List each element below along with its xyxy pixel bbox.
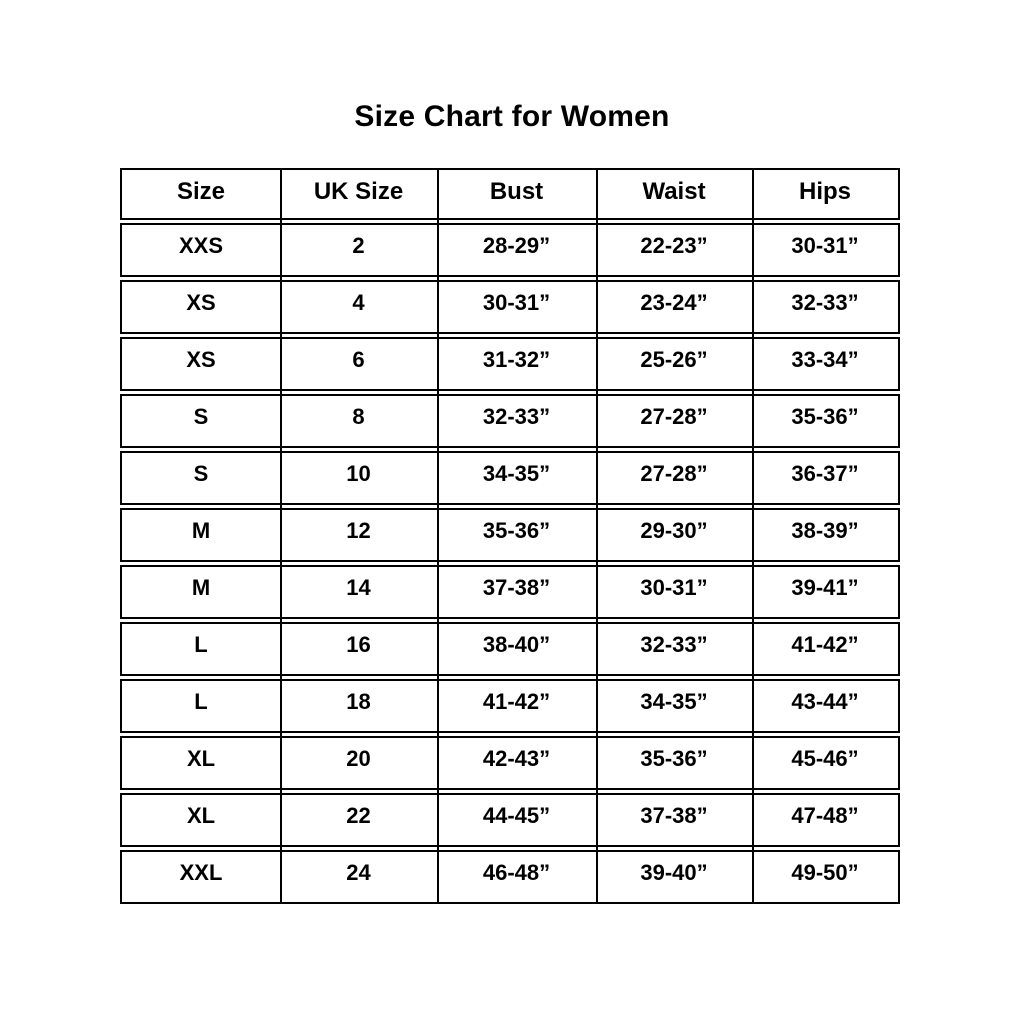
table-cell: 16 xyxy=(346,632,371,657)
table-cell: 49-50” xyxy=(791,860,859,885)
table-header-row: Size UK Size Bust Waist Hips xyxy=(120,168,900,220)
table-cell: 2 xyxy=(352,233,365,258)
table-cell: 45-46” xyxy=(791,746,859,771)
table-cell: 35-36” xyxy=(791,404,859,429)
table-cell: 12 xyxy=(346,518,371,543)
table-cell: XL xyxy=(186,803,216,828)
table-cell: XS xyxy=(186,290,216,315)
table-cell: M xyxy=(191,518,211,543)
table-cell: 36-37” xyxy=(791,461,859,486)
table-cell: 8 xyxy=(352,404,365,429)
table-cell: S xyxy=(193,461,209,486)
table-cell: 41-42” xyxy=(482,689,551,714)
table-cell: 43-44” xyxy=(791,689,859,714)
header-cell: Size xyxy=(176,177,226,205)
table-cell: 31-32” xyxy=(482,347,551,372)
table-cell: 25-26” xyxy=(640,347,708,372)
table-row: XS 4 30-31” 23-24” 32-33” xyxy=(120,280,900,334)
table-row: XS 6 31-32” 25-26” 33-34” xyxy=(120,337,900,391)
table-cell: 38-40” xyxy=(482,632,551,657)
header-cell: Hips xyxy=(798,177,851,205)
table-row: L 16 38-40” 32-33” 41-42” xyxy=(120,622,900,676)
table-cell: M xyxy=(191,575,211,600)
table-cell: 10 xyxy=(346,461,371,486)
table-row: XXS 2 28-29” 22-23” 30-31” xyxy=(120,223,900,277)
table-cell: L xyxy=(194,632,208,657)
column-separator xyxy=(280,168,282,904)
column-separator xyxy=(596,168,598,904)
table-cell: XS xyxy=(186,347,216,372)
header-cell: Bust xyxy=(489,177,544,205)
table-cell: 14 xyxy=(346,575,371,600)
table-row: XL 22 44-45” 37-38” 47-48” xyxy=(120,793,900,847)
table-cell: 22 xyxy=(346,803,371,828)
table-cell: 47-48” xyxy=(791,803,859,828)
table-cell: 33-34” xyxy=(791,347,859,372)
table-row: M 14 37-38” 30-31” 39-41” xyxy=(120,565,900,619)
table-cell: 30-31” xyxy=(482,290,551,315)
table-row: S 8 32-33” 27-28” 35-36” xyxy=(120,394,900,448)
table-cell: 4 xyxy=(352,290,365,315)
table-cell: L xyxy=(194,689,208,714)
table-row: S 10 34-35” 27-28” 36-37” xyxy=(120,451,900,505)
table-cell: 39-41” xyxy=(791,575,859,600)
table-cell: 38-39” xyxy=(791,518,859,543)
column-separator xyxy=(437,168,439,904)
table-row: L 18 41-42” 34-35” 43-44” xyxy=(120,679,900,733)
table-cell: XXL xyxy=(179,860,223,885)
table-cell: 32-33” xyxy=(482,404,551,429)
table-cell: 37-38” xyxy=(482,575,551,600)
table-cell: 37-38” xyxy=(640,803,708,828)
table-cell: 39-40” xyxy=(640,860,708,885)
table-cell: 22-23” xyxy=(640,233,708,258)
table-cell: 30-31” xyxy=(640,575,708,600)
table-cell: 41-42” xyxy=(791,632,859,657)
table-cell: 20 xyxy=(346,746,371,771)
table-cell: 35-36” xyxy=(640,746,708,771)
table-cell: 27-28” xyxy=(640,404,708,429)
table-cell: 18 xyxy=(346,689,371,714)
table-cell: 24 xyxy=(346,860,371,885)
table-cell: 35-36” xyxy=(482,518,551,543)
header-cell: UK Size xyxy=(313,177,404,205)
table-cell: 32-33” xyxy=(791,290,859,315)
table-cell: 27-28” xyxy=(640,461,708,486)
table-cell: XXS xyxy=(178,233,224,258)
table-cell: 42-43” xyxy=(482,746,551,771)
column-separator xyxy=(752,168,754,904)
size-table: Size UK Size Bust Waist Hips XXS 2 28-29” 22-23… xyxy=(120,168,900,904)
table-cell: 29-30” xyxy=(640,518,708,543)
table-cell: 44-45” xyxy=(482,803,551,828)
header-cell: Waist xyxy=(642,177,706,205)
size-table-body: XXS 2 28-29” 22-23” 30-31” XS 4 30-31” 23-24” 32-… xyxy=(120,223,900,904)
table-cell: XL xyxy=(186,746,216,771)
table-cell: 32-33” xyxy=(640,632,708,657)
table-cell: 34-35” xyxy=(482,461,551,486)
table-cell: S xyxy=(193,404,209,429)
page-title: Size Chart for Women xyxy=(354,100,670,133)
table-cell: 28-29” xyxy=(482,233,551,258)
table-cell: 23-24” xyxy=(640,290,708,315)
table-row: M 12 35-36” 29-30” 38-39” xyxy=(120,508,900,562)
table-cell: 30-31” xyxy=(791,233,859,258)
table-cell: 34-35” xyxy=(640,689,708,714)
table-cell: 6 xyxy=(352,347,365,372)
table-row: XXL 24 46-48” 39-40” 49-50” xyxy=(120,850,900,904)
table-cell: 46-48” xyxy=(482,860,551,885)
table-row: XL 20 42-43” 35-36” 45-46” xyxy=(120,736,900,790)
